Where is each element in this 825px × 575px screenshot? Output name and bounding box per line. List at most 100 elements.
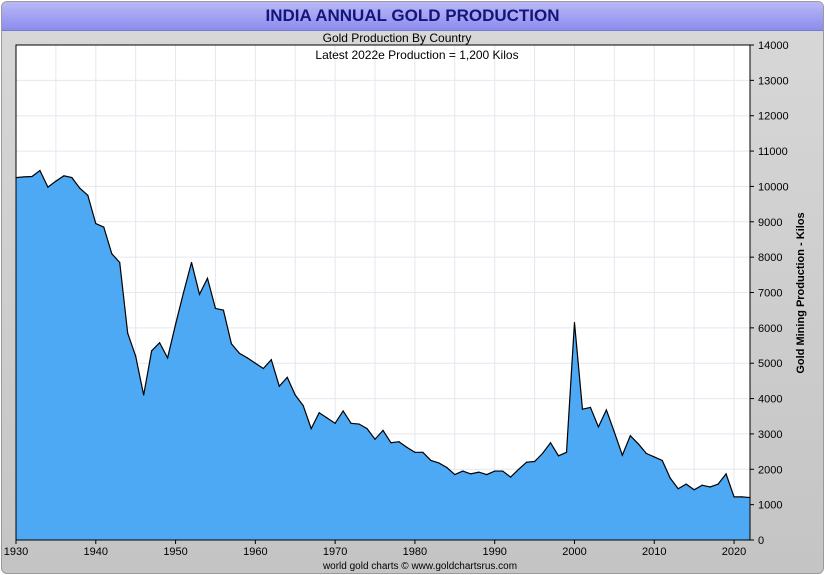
y-tick-label: 11000 (758, 146, 788, 158)
y-tick-label: 6000 (758, 323, 782, 335)
data-point (494, 470, 496, 472)
data-point (182, 291, 185, 294)
data-point (222, 309, 225, 311)
data-point (717, 483, 719, 485)
data-point (422, 451, 424, 453)
data-point (478, 471, 480, 473)
data-point (406, 446, 408, 448)
chart-subtitle: Gold Production By Country (323, 31, 472, 45)
data-point (47, 186, 49, 188)
x-tick-label: 1930 (4, 546, 28, 558)
data-point (709, 486, 711, 488)
data-point (438, 462, 440, 464)
data-point (230, 343, 233, 345)
data-point (262, 367, 264, 370)
data-point (55, 180, 57, 182)
data-point (342, 410, 344, 412)
data-point (23, 176, 25, 178)
data-point (366, 428, 368, 430)
data-point (238, 352, 240, 354)
data-point (557, 455, 560, 457)
data-point (486, 473, 488, 476)
y-axis-ticks: 0 1000 2000 3000 4000 5000 6000 7000 8000 9000 100… (750, 40, 789, 547)
x-tick-label: 1960 (243, 546, 267, 558)
data-point (733, 496, 735, 498)
y-tick-label: 2000 (758, 464, 782, 476)
x-tick-label: 1970 (323, 546, 347, 558)
x-tick-label: 1940 (84, 546, 108, 558)
y-tick-label: 3000 (758, 429, 782, 441)
chart-title: INDIA ANNUAL GOLD PRODUCTION (2, 2, 823, 31)
data-point (111, 253, 113, 255)
data-point (725, 473, 727, 475)
y-tick-label: 8000 (758, 252, 782, 264)
y-tick-label: 4000 (758, 394, 782, 406)
data-point (677, 488, 679, 490)
x-axis-ticks: 1930 1940 1950 1960 1970 1980 1990 2000 2010 2020 (4, 540, 746, 558)
data-point (79, 187, 81, 189)
data-point (358, 423, 360, 425)
data-point (278, 385, 280, 387)
data-point (398, 441, 400, 443)
data-point (661, 459, 663, 462)
data-point (127, 332, 129, 334)
data-point (549, 442, 552, 444)
data-point (629, 435, 631, 437)
x-tick-label: 2000 (562, 546, 586, 558)
data-point (334, 422, 336, 424)
data-point (374, 438, 376, 440)
data-point (510, 476, 512, 478)
data-point (246, 357, 248, 359)
footer-credit: world gold charts © www.goldchartsrus.co… (322, 561, 517, 572)
y-tick-label: 12000 (758, 111, 789, 123)
data-point (206, 277, 209, 279)
data-point (390, 442, 392, 444)
data-point (63, 175, 65, 177)
data-point (597, 426, 600, 428)
data-point (645, 452, 647, 454)
y-tick-label: 1000 (758, 500, 782, 512)
data-point (541, 452, 544, 454)
data-point (350, 422, 352, 424)
data-point (254, 362, 256, 364)
data-point (581, 408, 584, 410)
y-tick-label: 14000 (758, 40, 789, 52)
y-tick-label: 7000 (758, 288, 782, 300)
area-series (15, 169, 751, 540)
data-point (382, 429, 384, 431)
data-point (669, 477, 671, 479)
data-point (31, 175, 33, 178)
y-tick-label: 13000 (758, 75, 789, 87)
x-tick-label: 1950 (163, 546, 187, 558)
data-point (318, 412, 320, 414)
data-point (565, 451, 568, 453)
data-point (533, 460, 536, 463)
x-tick-label: 1980 (403, 546, 427, 558)
data-point (613, 431, 615, 433)
data-point (573, 321, 576, 324)
data-point (294, 394, 296, 396)
data-point (159, 342, 161, 344)
data-point (701, 484, 703, 486)
area-fill (16, 170, 750, 540)
data-point (526, 461, 528, 463)
data-point (693, 489, 695, 491)
data-point (103, 226, 105, 228)
data-point (589, 406, 592, 409)
data-point (166, 357, 169, 359)
data-point (741, 496, 743, 498)
data-point (87, 194, 89, 196)
y-axis-label: Gold Mining Production - Kilos (795, 212, 807, 373)
data-point (637, 443, 639, 445)
data-point (174, 323, 177, 325)
chart-subtitle-latest: Latest 2022e Production = 1,200 Kilos (315, 48, 518, 62)
data-point (326, 417, 328, 419)
data-point (454, 473, 456, 476)
data-point (214, 307, 217, 310)
y-tick-label: 9000 (758, 217, 782, 229)
data-point (621, 454, 623, 456)
data-point (302, 405, 304, 407)
data-point (39, 169, 41, 172)
data-point (462, 470, 464, 472)
